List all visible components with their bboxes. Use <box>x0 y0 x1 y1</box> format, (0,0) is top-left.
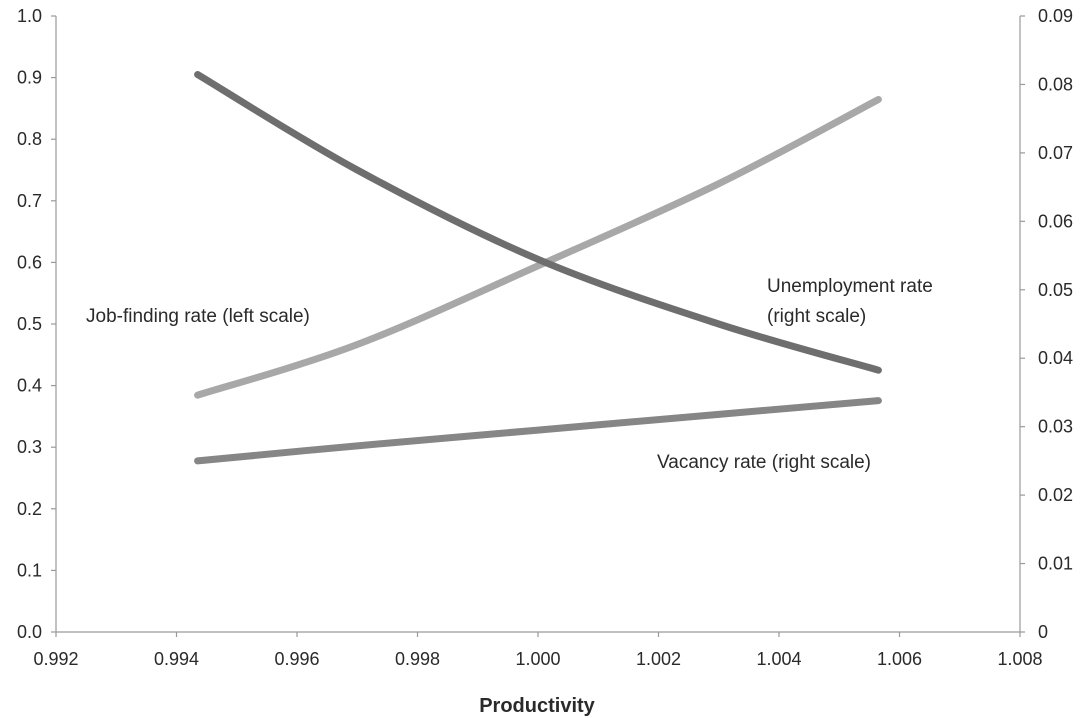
x-tick-label: 1.004 <box>756 649 801 669</box>
left-tick-label: 0.8 <box>17 129 42 149</box>
right-tick-label: 0.09 <box>1038 6 1073 26</box>
x-tick-label: 0.998 <box>395 649 440 669</box>
job-finding-rate-line <box>194 71 882 374</box>
x-tick-label: 0.996 <box>274 649 319 669</box>
x-tick-label: 1.008 <box>997 649 1042 669</box>
x-tick-label: 1.000 <box>515 649 560 669</box>
series-layer <box>194 71 882 465</box>
x-tick-label: 1.002 <box>636 649 681 669</box>
axes: 0.0 0.1 0.2 0.3 0.4 0.5 0.6 0.7 0.8 0.9 1.0 0 0.01 0.… <box>17 6 1073 669</box>
right-tick-label: 0.03 <box>1038 417 1073 437</box>
annotations: Job-finding rate (left scale) Unemploymen… <box>86 276 933 473</box>
left-tick-label: 0.6 <box>17 252 42 272</box>
right-tick-label: 0 <box>1038 622 1048 642</box>
x-tick-label: 0.994 <box>154 649 199 669</box>
right-tick-label: 0.05 <box>1038 280 1073 300</box>
right-tick-label: 0.08 <box>1038 74 1073 94</box>
left-tick-label: 0.5 <box>17 314 42 334</box>
vacancy-rate-line <box>194 397 882 465</box>
left-tick-label: 0.9 <box>17 68 42 88</box>
unemployment-rate-label-line2: (right scale) <box>767 306 866 327</box>
vacancy-rate-label: Vacancy rate (right scale) <box>657 452 871 473</box>
left-tick-label: 0.1 <box>17 560 42 580</box>
right-tick-label: 0.01 <box>1038 554 1073 574</box>
unemployment-rate-label-line1: Unemployment rate <box>767 276 933 297</box>
x-axis-title: Productivity <box>479 695 595 717</box>
job-finding-rate-label: Job-finding rate (left scale) <box>86 306 310 327</box>
left-tick-label: 1.0 <box>17 6 42 26</box>
left-tick-label: 0.0 <box>17 622 42 642</box>
left-tick-label: 0.3 <box>17 437 42 457</box>
right-tick-label: 0.07 <box>1038 143 1073 163</box>
x-tick-label: 0.992 <box>33 649 78 669</box>
right-tick-label: 0.04 <box>1038 348 1073 368</box>
left-tick-label: 0.4 <box>17 376 42 396</box>
left-tick-label: 0.2 <box>17 499 42 519</box>
right-tick-label: 0.06 <box>1038 211 1073 231</box>
right-tick-label: 0.02 <box>1038 485 1073 505</box>
unemployment-rate-line <box>194 96 882 399</box>
left-tick-label: 0.7 <box>17 191 42 211</box>
x-tick-label: 1.006 <box>877 649 922 669</box>
